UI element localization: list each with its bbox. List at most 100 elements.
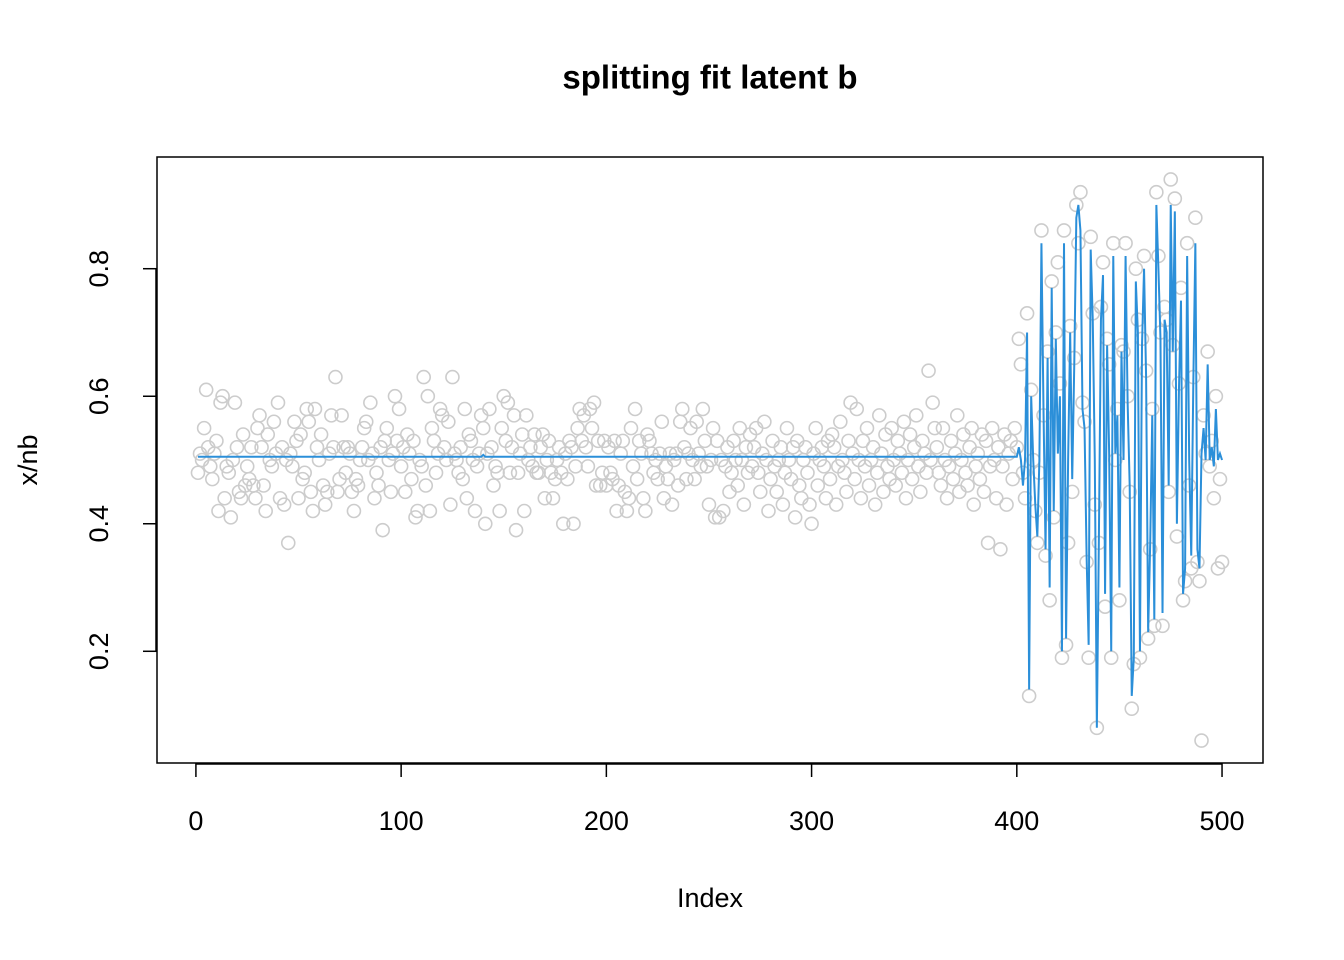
data-point xyxy=(1056,223,1072,238)
data-point xyxy=(654,414,670,430)
data-point xyxy=(1144,401,1160,417)
data-point xyxy=(295,471,310,487)
data-point xyxy=(911,459,926,474)
data-point xyxy=(607,433,622,449)
data-point xyxy=(1175,592,1191,608)
data-point xyxy=(412,452,427,468)
data-point xyxy=(693,459,709,474)
data-point xyxy=(324,408,339,423)
data-point xyxy=(650,471,665,487)
data-point xyxy=(640,427,655,442)
data-point xyxy=(1021,688,1037,704)
data-point xyxy=(658,459,674,474)
data-point xyxy=(1179,235,1195,251)
data-point xyxy=(570,420,585,436)
data-point xyxy=(904,471,920,487)
data-point xyxy=(326,439,341,455)
data-point xyxy=(260,427,276,442)
x-tick-label: 100 xyxy=(379,806,424,836)
data-point xyxy=(1128,261,1144,277)
data-point xyxy=(1169,529,1185,544)
data-point xyxy=(738,439,754,455)
data-point xyxy=(225,452,241,468)
data-point xyxy=(422,503,438,519)
data-point xyxy=(884,420,899,436)
data-point xyxy=(855,433,871,449)
x-axis-label: Index xyxy=(677,883,744,913)
data-point xyxy=(416,369,432,385)
data-point xyxy=(291,490,306,506)
data-point xyxy=(371,478,386,493)
data-point xyxy=(594,465,610,481)
data-point xyxy=(211,503,226,519)
data-point xyxy=(972,471,988,487)
data-point xyxy=(818,490,834,506)
data-point xyxy=(432,401,448,417)
data-point xyxy=(1112,592,1127,608)
data-point xyxy=(1167,191,1183,206)
data-point xyxy=(613,446,629,461)
data-point xyxy=(674,401,690,417)
data-point xyxy=(900,452,916,468)
data-point xyxy=(293,427,308,442)
data-point xyxy=(307,401,323,417)
data-point xyxy=(463,433,479,449)
data-point xyxy=(229,439,245,455)
chart-title: splitting fit latent b xyxy=(562,59,857,96)
data-point xyxy=(826,439,842,455)
data-point xyxy=(484,439,499,455)
data-point xyxy=(609,503,624,519)
data-point xyxy=(629,471,645,487)
data-point xyxy=(338,465,354,481)
data-point xyxy=(709,433,725,449)
data-point xyxy=(1095,255,1111,270)
data-point xyxy=(424,420,440,436)
data-point xyxy=(853,490,869,506)
data-point xyxy=(1007,420,1023,436)
data-point xyxy=(919,465,934,481)
y-tick-label: 0.2 xyxy=(84,633,114,671)
data-point xyxy=(303,484,319,500)
data-point xyxy=(209,433,224,449)
data-point xyxy=(213,395,228,410)
data-point xyxy=(984,420,1000,436)
data-point xyxy=(964,420,979,436)
data-point xyxy=(988,490,1004,506)
data-point xyxy=(350,478,366,493)
data-point xyxy=(418,478,434,493)
data-point xyxy=(198,382,214,398)
data-point xyxy=(1194,733,1209,748)
data-point xyxy=(1192,573,1207,589)
data-point xyxy=(939,490,955,506)
data-point xyxy=(523,439,538,455)
data-point xyxy=(791,478,807,493)
data-point xyxy=(859,420,875,436)
data-point xyxy=(379,420,395,436)
data-point xyxy=(798,439,813,455)
data-point xyxy=(285,459,300,474)
data-point xyxy=(1105,235,1121,251)
data-point xyxy=(1083,229,1098,245)
data-point xyxy=(356,420,372,436)
data-point xyxy=(369,465,384,481)
x-tick-label: 0 xyxy=(188,806,203,836)
data-point xyxy=(541,433,557,449)
data-point xyxy=(615,433,631,449)
data-point xyxy=(781,452,797,468)
data-point xyxy=(457,401,473,417)
data-point xyxy=(1173,280,1189,296)
data-point xyxy=(726,433,741,449)
data-point xyxy=(244,439,259,455)
data-point xyxy=(1081,650,1096,665)
y-tick-label: 0.4 xyxy=(84,505,114,543)
data-point xyxy=(393,459,409,474)
data-point xyxy=(970,446,986,461)
data-point xyxy=(960,478,975,493)
data-point xyxy=(633,446,649,461)
x-tick-label: 400 xyxy=(994,806,1039,836)
data-point xyxy=(890,433,906,449)
data-point xyxy=(697,433,713,449)
data-point xyxy=(233,490,249,506)
data-point xyxy=(724,465,739,481)
